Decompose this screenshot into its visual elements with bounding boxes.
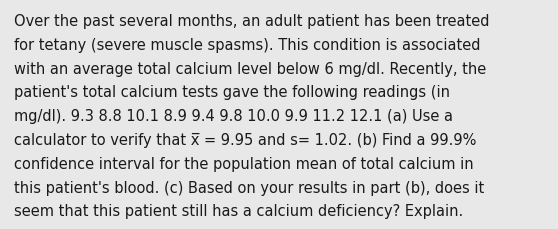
Text: for tetany (severe muscle spasms). This condition is associated: for tetany (severe muscle spasms). This … (14, 38, 480, 53)
Text: mg/dl). 9.3 8.8 10.1 8.9 9.4 9.8 10.0 9.9 11.2 12.1 (a) Use a: mg/dl). 9.3 8.8 10.1 8.9 9.4 9.8 10.0 9.… (14, 109, 453, 124)
Text: confidence interval for the population mean of total calcium in: confidence interval for the population m… (14, 156, 474, 171)
Text: seem that this patient still has a calcium deficiency? Explain.: seem that this patient still has a calci… (14, 204, 463, 218)
Text: Over the past several months, an adult patient has been treated: Over the past several months, an adult p… (14, 14, 489, 29)
Text: with an average total calcium level below 6 mg/dl. Recently, the: with an average total calcium level belo… (14, 61, 486, 76)
Text: this patient's blood. (c) Based on your results in part (b), does it: this patient's blood. (c) Based on your … (14, 180, 484, 195)
Text: calculator to verify that x̅ = 9.95 and s= 1.02. (b) Find a 99.9%: calculator to verify that x̅ = 9.95 and … (14, 132, 477, 147)
Text: patient's total calcium tests gave the following readings (in: patient's total calcium tests gave the f… (14, 85, 450, 100)
